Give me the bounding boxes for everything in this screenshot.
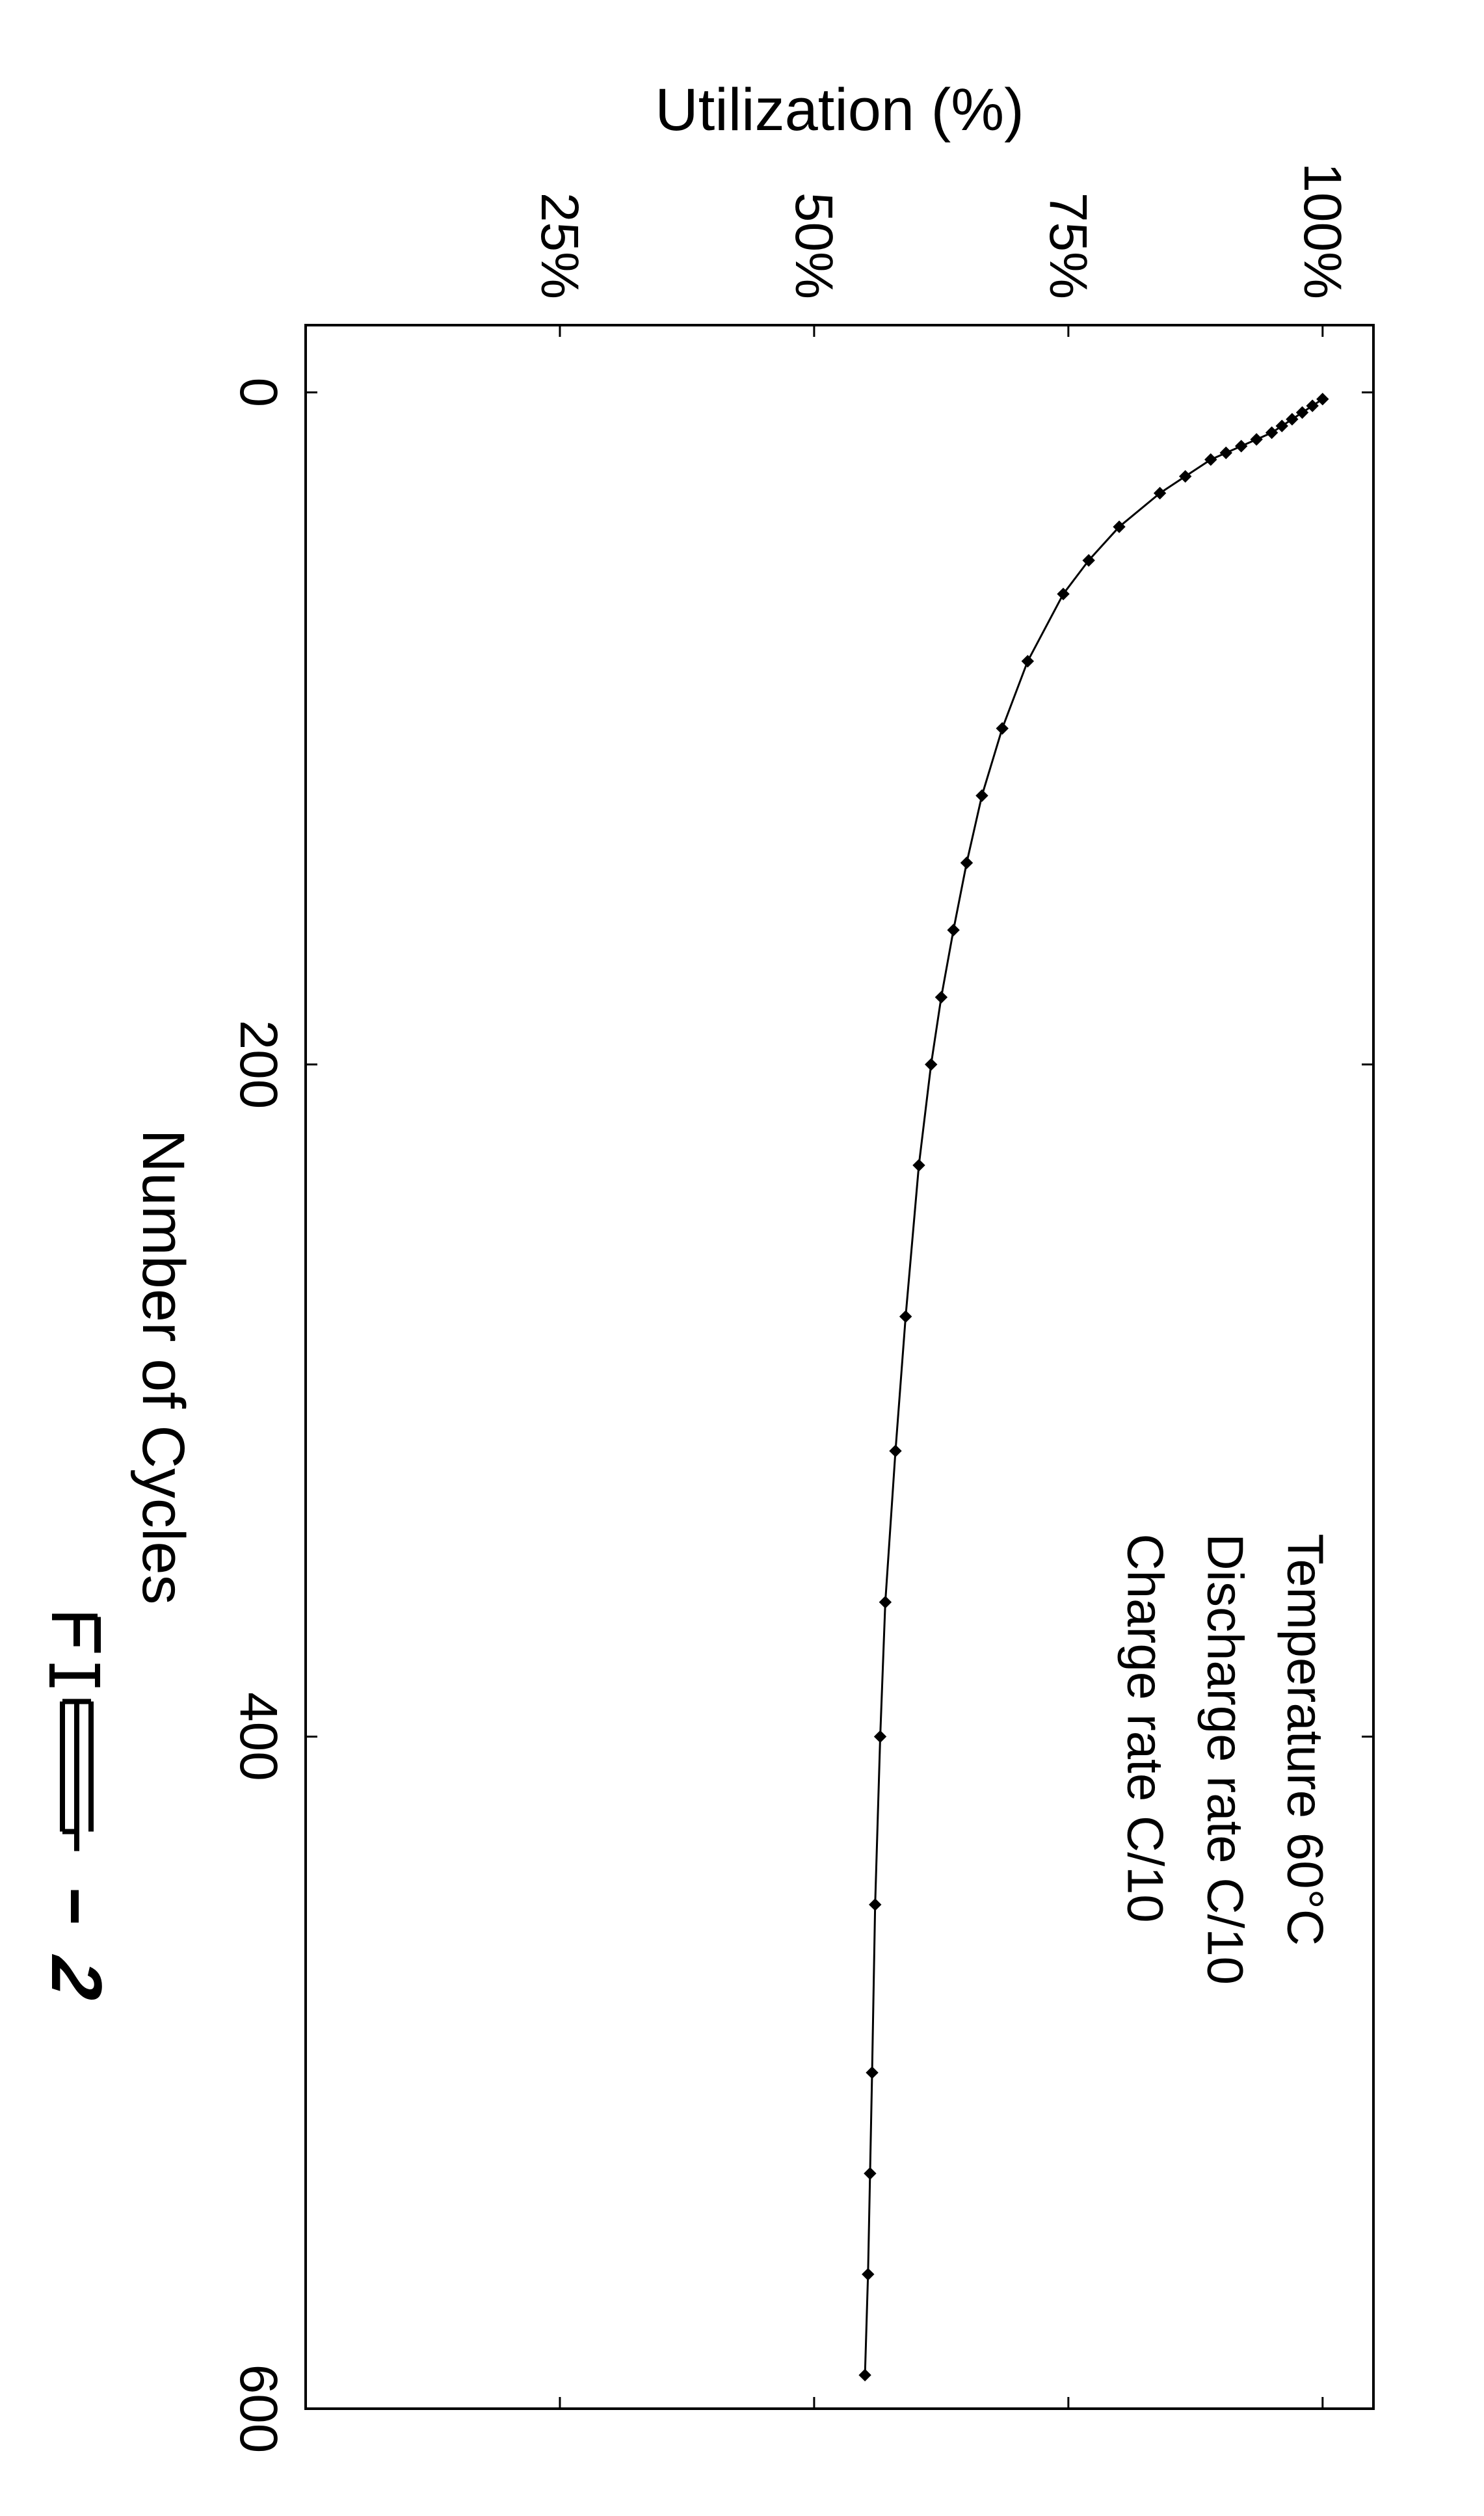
chart-background <box>0 0 1484 2513</box>
x-tick-label: 400 <box>229 1692 288 1781</box>
utilization-vs-cycles-chart: 0 200 400 600 25% 50% 75% 100% Number of Cycles U… <box>0 0 1484 2513</box>
y-tick-label: 25% <box>530 192 589 299</box>
x-axis-label: Number of Cycles <box>130 1129 196 1604</box>
chart-annotation: Charge rate C/10 <box>1117 1533 1174 1922</box>
chart-annotation: Temperature 60°C <box>1277 1533 1334 1946</box>
y-tick-label: 50% <box>784 192 843 299</box>
chart-annotation: Discharge rate C/10 <box>1197 1533 1254 1985</box>
x-tick-label: 200 <box>229 1020 288 1109</box>
y-tick-label: 100% <box>1293 163 1352 299</box>
x-tick-label: 0 <box>229 378 288 408</box>
y-axis-label: Utilization (%) <box>655 77 1024 143</box>
y-tick-label: 75% <box>1039 192 1098 299</box>
page: 0 200 400 600 25% 50% 75% 100% Number of Cycles U… <box>0 0 1484 2513</box>
x-tick-label: 600 <box>229 2364 288 2454</box>
